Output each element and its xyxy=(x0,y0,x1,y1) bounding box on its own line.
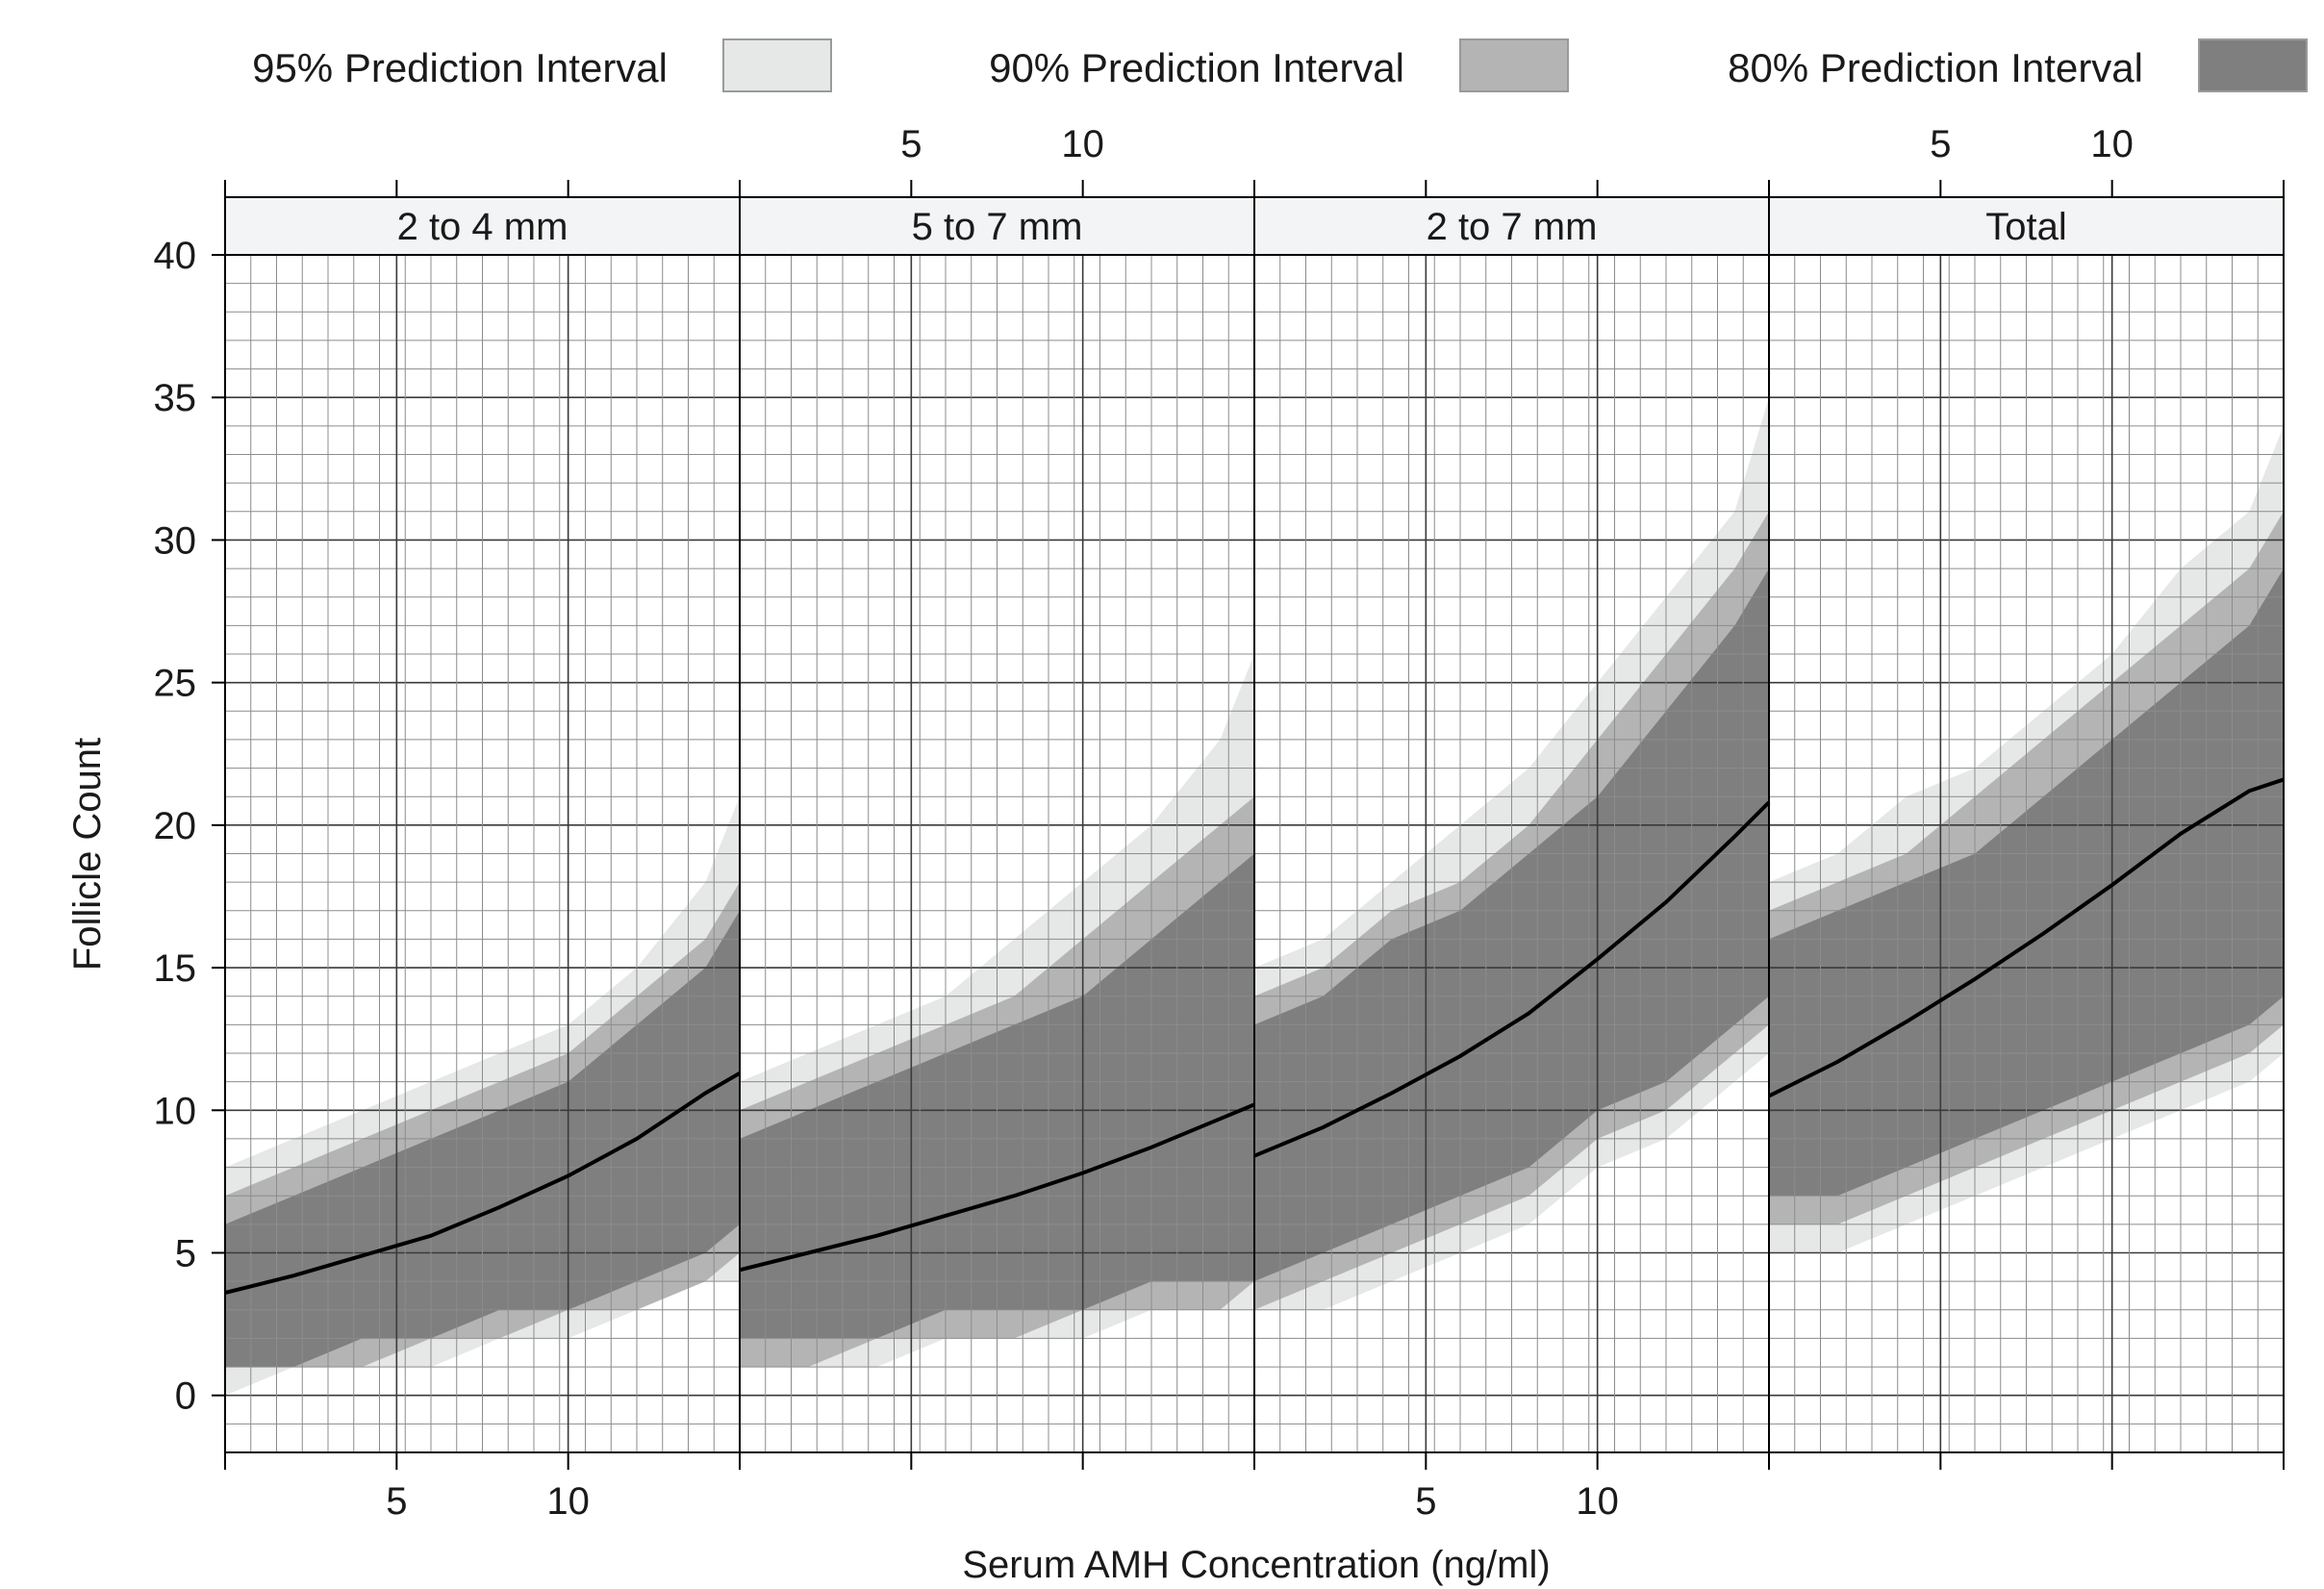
strip-label-3: Total xyxy=(1985,206,2067,248)
grid-2 xyxy=(1254,254,1769,1453)
x-tick-label-bottom: 5 xyxy=(1415,1480,1436,1523)
panel-2: 2 to 7 mm xyxy=(1253,196,1771,1453)
x-tick-label-bottom: 10 xyxy=(1576,1480,1619,1523)
grid-1 xyxy=(740,254,1254,1453)
grid-0 xyxy=(225,254,740,1453)
x-tick-label-top: 10 xyxy=(1061,123,1104,165)
x-axis-bottom: 5 10 5 10 xyxy=(224,1452,2285,1523)
strip-label-2: 2 to 7 mm xyxy=(1427,206,1598,248)
panel-1: 5 to 7 mm xyxy=(739,196,1255,1453)
fit-line-3 xyxy=(1768,777,2285,1098)
y-axis: 0 5 10 15 20 25 30 35 40 xyxy=(154,235,226,1452)
legend-label-0: 95% Prediction Interval xyxy=(252,45,668,90)
legend-swatch-2 xyxy=(2198,38,2308,92)
fit-line-0 xyxy=(224,1072,742,1295)
y-tick-label: 10 xyxy=(154,1090,197,1132)
x-axis-title: Serum AMH Concentration (ng/ml) xyxy=(962,1544,1550,1586)
legend-swatch-1 xyxy=(1459,38,1569,92)
strip-2 xyxy=(1253,196,1770,256)
legend-label-2: 80% Prediction Interval xyxy=(1728,45,2143,90)
panel-3: Total xyxy=(1768,196,2285,1453)
legend-swatch-0 xyxy=(722,38,832,92)
legend-label-1: 90% Prediction Interval xyxy=(989,45,1404,90)
panels: 2 to 4 mm 5 to 7 mm 2 to 7 mm Total xyxy=(224,196,2285,1453)
fit-line-1 xyxy=(739,1102,1255,1273)
grid-3 xyxy=(1769,254,2284,1453)
y-tick-label: 5 xyxy=(175,1233,196,1275)
strip-3 xyxy=(1768,196,2285,256)
x-tick-label-bottom: 5 xyxy=(386,1480,407,1523)
y-tick-label: 40 xyxy=(154,235,197,277)
strip-label-1: 5 to 7 mm xyxy=(912,206,1083,248)
panel-0: 2 to 4 mm xyxy=(224,196,742,1453)
y-tick-label: 25 xyxy=(154,663,197,705)
x-tick-label-bottom: 10 xyxy=(546,1480,590,1523)
fit-line-2 xyxy=(1253,800,1771,1158)
y-tick-label: 30 xyxy=(154,519,197,562)
y-axis-title: Follicle Count xyxy=(66,738,109,971)
x-axis-top: 5 10 5 10 xyxy=(224,123,2285,197)
y-tick-label: 35 xyxy=(154,377,197,419)
x-tick-label-top: 5 xyxy=(900,123,922,165)
strip-0 xyxy=(224,196,741,256)
x-tick-label-top: 10 xyxy=(2090,123,2134,165)
y-tick-label: 15 xyxy=(154,947,197,990)
x-tick-label-top: 5 xyxy=(1930,123,1951,165)
strip-label-0: 2 to 4 mm xyxy=(397,206,568,248)
y-tick-label: 0 xyxy=(175,1375,196,1418)
legend: 95% Prediction Interval 90% Prediction In… xyxy=(252,38,2308,92)
y-tick-label: 20 xyxy=(154,805,197,847)
